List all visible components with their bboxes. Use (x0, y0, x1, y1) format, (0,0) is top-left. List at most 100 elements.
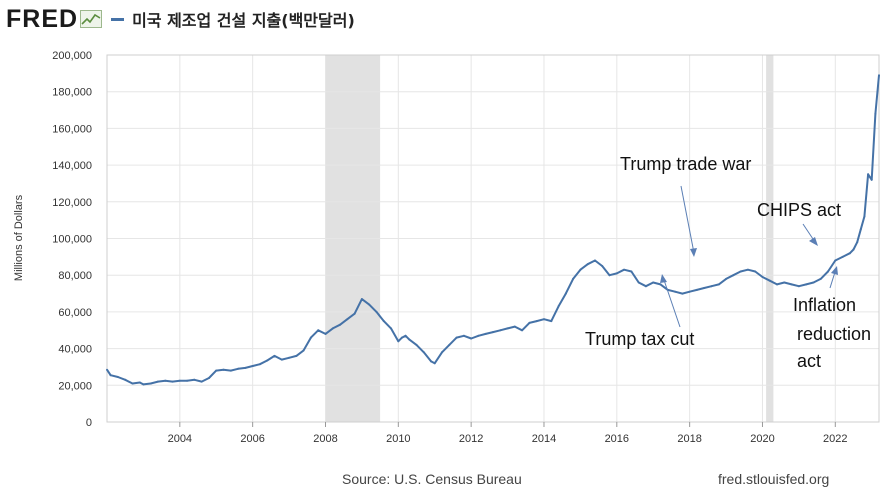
data-point[interactable] (644, 285, 647, 288)
data-point[interactable] (237, 367, 240, 370)
data-point[interactable] (484, 332, 487, 335)
data-point[interactable] (572, 277, 575, 280)
data-point[interactable] (186, 379, 189, 382)
data-point[interactable] (404, 334, 407, 337)
data-point[interactable] (564, 292, 567, 295)
data-point[interactable] (841, 255, 844, 258)
data-point[interactable] (116, 376, 119, 378)
data-point[interactable] (601, 265, 604, 267)
data-point[interactable] (776, 283, 778, 286)
data-point[interactable] (462, 334, 465, 337)
data-point[interactable] (725, 277, 728, 280)
fred-logo[interactable]: FRED (6, 4, 79, 33)
data-point[interactable] (754, 270, 757, 273)
data-point[interactable] (579, 268, 582, 271)
data-point[interactable] (543, 318, 545, 321)
data-point[interactable] (499, 329, 502, 332)
data-point[interactable] (149, 382, 152, 385)
data-point[interactable] (586, 263, 589, 266)
data-point[interactable] (124, 378, 127, 381)
data-point[interactable] (441, 351, 443, 354)
data-point[interactable] (215, 369, 218, 372)
data-point[interactable] (852, 248, 855, 251)
data-point[interactable] (848, 252, 851, 255)
data-point[interactable] (695, 288, 698, 291)
data-point[interactable] (331, 327, 334, 330)
data-point[interactable] (623, 268, 626, 271)
data-point[interactable] (368, 303, 371, 306)
data-point[interactable] (171, 380, 174, 383)
data-point[interactable] (200, 380, 203, 383)
data-point[interactable] (550, 320, 553, 323)
data-point[interactable] (790, 283, 793, 286)
data-point[interactable] (408, 338, 411, 341)
data-point[interactable] (324, 332, 327, 335)
data-point[interactable] (674, 290, 677, 293)
data-point[interactable] (317, 329, 320, 332)
data-point[interactable] (164, 379, 167, 382)
data-point[interactable] (878, 74, 880, 77)
data-point[interactable] (244, 366, 247, 369)
data-point[interactable] (819, 277, 822, 280)
fred-url-link[interactable]: fred.stlouisfed.org (718, 471, 829, 487)
data-point[interactable] (608, 274, 611, 277)
data-point[interactable] (710, 285, 713, 288)
data-point[interactable] (360, 298, 363, 301)
data-point[interactable] (652, 281, 655, 284)
data-point[interactable] (761, 276, 764, 278)
data-point[interactable] (827, 270, 829, 273)
data-point[interactable] (637, 281, 640, 284)
data-point[interactable] (732, 274, 735, 277)
data-point[interactable] (863, 215, 866, 218)
data-point[interactable] (433, 362, 436, 365)
data-point[interactable] (812, 281, 815, 284)
data-point[interactable] (106, 368, 108, 371)
data-point[interactable] (470, 337, 473, 340)
data-point[interactable] (346, 318, 349, 321)
data-point[interactable] (746, 268, 749, 271)
data-point[interactable] (390, 327, 392, 330)
data-point[interactable] (280, 358, 283, 361)
data-point[interactable] (302, 349, 305, 352)
data-point[interactable] (659, 283, 662, 286)
data-point[interactable] (193, 378, 196, 381)
data-point[interactable] (339, 323, 342, 326)
data-point[interactable] (506, 327, 509, 330)
data-point[interactable] (397, 340, 400, 343)
data-point[interactable] (415, 343, 418, 346)
data-point[interactable] (630, 270, 633, 273)
data-point[interactable] (309, 336, 312, 339)
data-point[interactable] (258, 363, 261, 366)
data-point[interactable] (528, 321, 531, 324)
data-point[interactable] (797, 285, 800, 288)
data-point[interactable] (353, 312, 356, 315)
data-point[interactable] (288, 356, 291, 359)
data-point[interactable] (768, 279, 771, 282)
data-point[interactable] (455, 336, 458, 339)
data-point[interactable] (138, 381, 141, 384)
data-point[interactable] (448, 343, 451, 346)
data-point[interactable] (703, 287, 706, 289)
data-point[interactable] (178, 379, 181, 382)
data-point[interactable] (492, 331, 494, 334)
data-point[interactable] (513, 325, 516, 328)
data-point[interactable] (430, 360, 433, 363)
data-point[interactable] (375, 310, 378, 313)
data-point[interactable] (688, 290, 691, 293)
data-point[interactable] (557, 305, 560, 308)
data-point[interactable] (142, 383, 145, 386)
data-point[interactable] (382, 320, 385, 323)
data-point[interactable] (477, 334, 480, 337)
data-point[interactable] (856, 241, 859, 244)
data-point[interactable] (266, 359, 269, 362)
data-point[interactable] (681, 292, 684, 295)
data-point[interactable] (157, 380, 159, 383)
data-point[interactable] (295, 354, 298, 357)
data-point[interactable] (867, 173, 870, 176)
data-point[interactable] (859, 228, 862, 231)
data-point[interactable] (594, 259, 596, 262)
data-point[interactable] (222, 368, 225, 371)
data-point[interactable] (208, 377, 210, 379)
data-point[interactable] (870, 178, 873, 181)
data-point[interactable] (834, 259, 837, 262)
